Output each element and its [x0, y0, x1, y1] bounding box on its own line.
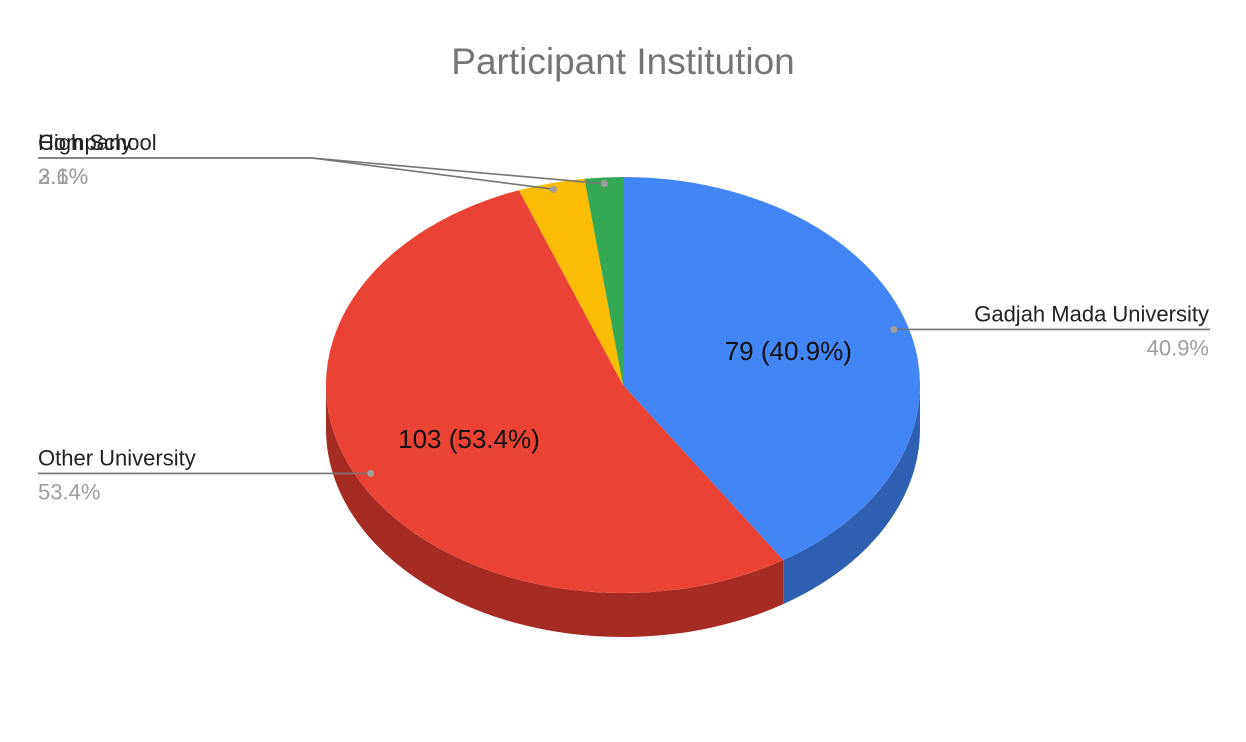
- slice-company: [584, 177, 623, 385]
- slice-percent-other-university: 53.4%: [38, 479, 100, 504]
- slice-other-university: [325, 190, 784, 593]
- slice-percent-high-school: 3.6%: [38, 164, 88, 189]
- slice-inside-label-other-university: 103 (53.4%): [398, 424, 540, 454]
- slice-label-other-university: Other University: [38, 445, 196, 470]
- leader-dot-gadjah-mada-university: [890, 325, 898, 333]
- leader-lines: [38, 157, 1210, 477]
- slice-inside-labels: 79 (40.9%) 103 (53.4%): [398, 336, 852, 454]
- slice-high-school: [518, 178, 623, 385]
- slice-gadjah-mada-university: [623, 177, 921, 561]
- leader-line-company: [38, 157, 605, 185]
- slice-label-high-school: High School: [38, 130, 157, 155]
- slice-percent-company: 2.1%: [38, 164, 88, 189]
- slice-label-company: Company: [38, 130, 132, 155]
- slice-percent-gadjah-mada-university: 40.9%: [1147, 335, 1209, 360]
- leader-dot-high-school: [549, 185, 557, 193]
- leader-dot-other-university: [367, 469, 375, 477]
- slice-label-gadjah-mada-university: Gadjah Mada University: [974, 301, 1209, 326]
- chart-title: Participant Institution: [451, 41, 794, 82]
- leader-dot-company: [600, 180, 608, 188]
- slice-side-gadjah-mada-university: [783, 385, 921, 605]
- slice-side-other-university: [326, 385, 784, 638]
- slice-inside-label-gadjah-mada-university: 79 (40.9%): [725, 336, 852, 366]
- pie-sides: [326, 385, 921, 638]
- leader-line-high-school: [38, 157, 554, 191]
- pie-slices: [325, 177, 921, 593]
- slice-labels: Gadjah Mada University 40.9% Other Univers…: [38, 130, 1209, 504]
